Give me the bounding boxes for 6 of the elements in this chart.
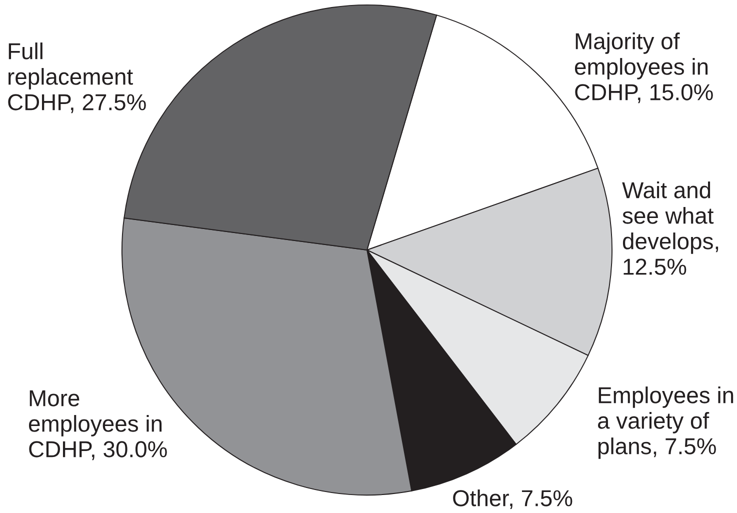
slice-label: Employees in a variety of plans, 7.5% (598, 386, 734, 459)
slice-label: More employees in CDHP, 30.0% (28, 390, 167, 460)
slice-label: Wait and see what develops, 12.5% (622, 182, 718, 275)
slice-label: Full replacement CDHP, 27.5% (8, 42, 146, 114)
slice-label: Majority of employees in CDHP, 15.0% (574, 32, 713, 104)
slice-label: Other, 7.5% (453, 490, 572, 510)
